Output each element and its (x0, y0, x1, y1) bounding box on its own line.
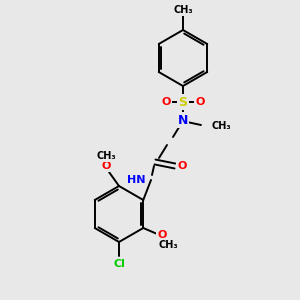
Text: S: S (178, 95, 188, 109)
Text: O: O (101, 161, 111, 171)
Text: CH₃: CH₃ (96, 151, 116, 161)
Text: O: O (195, 97, 205, 107)
Text: HN: HN (128, 175, 146, 185)
Text: Cl: Cl (113, 259, 125, 269)
Text: O: O (177, 161, 187, 171)
Text: CH₃: CH₃ (158, 240, 178, 250)
Text: CH₃: CH₃ (173, 5, 193, 15)
Text: O: O (161, 97, 171, 107)
Text: N: N (178, 113, 188, 127)
Text: O: O (158, 230, 167, 240)
Text: CH₃: CH₃ (211, 121, 231, 131)
